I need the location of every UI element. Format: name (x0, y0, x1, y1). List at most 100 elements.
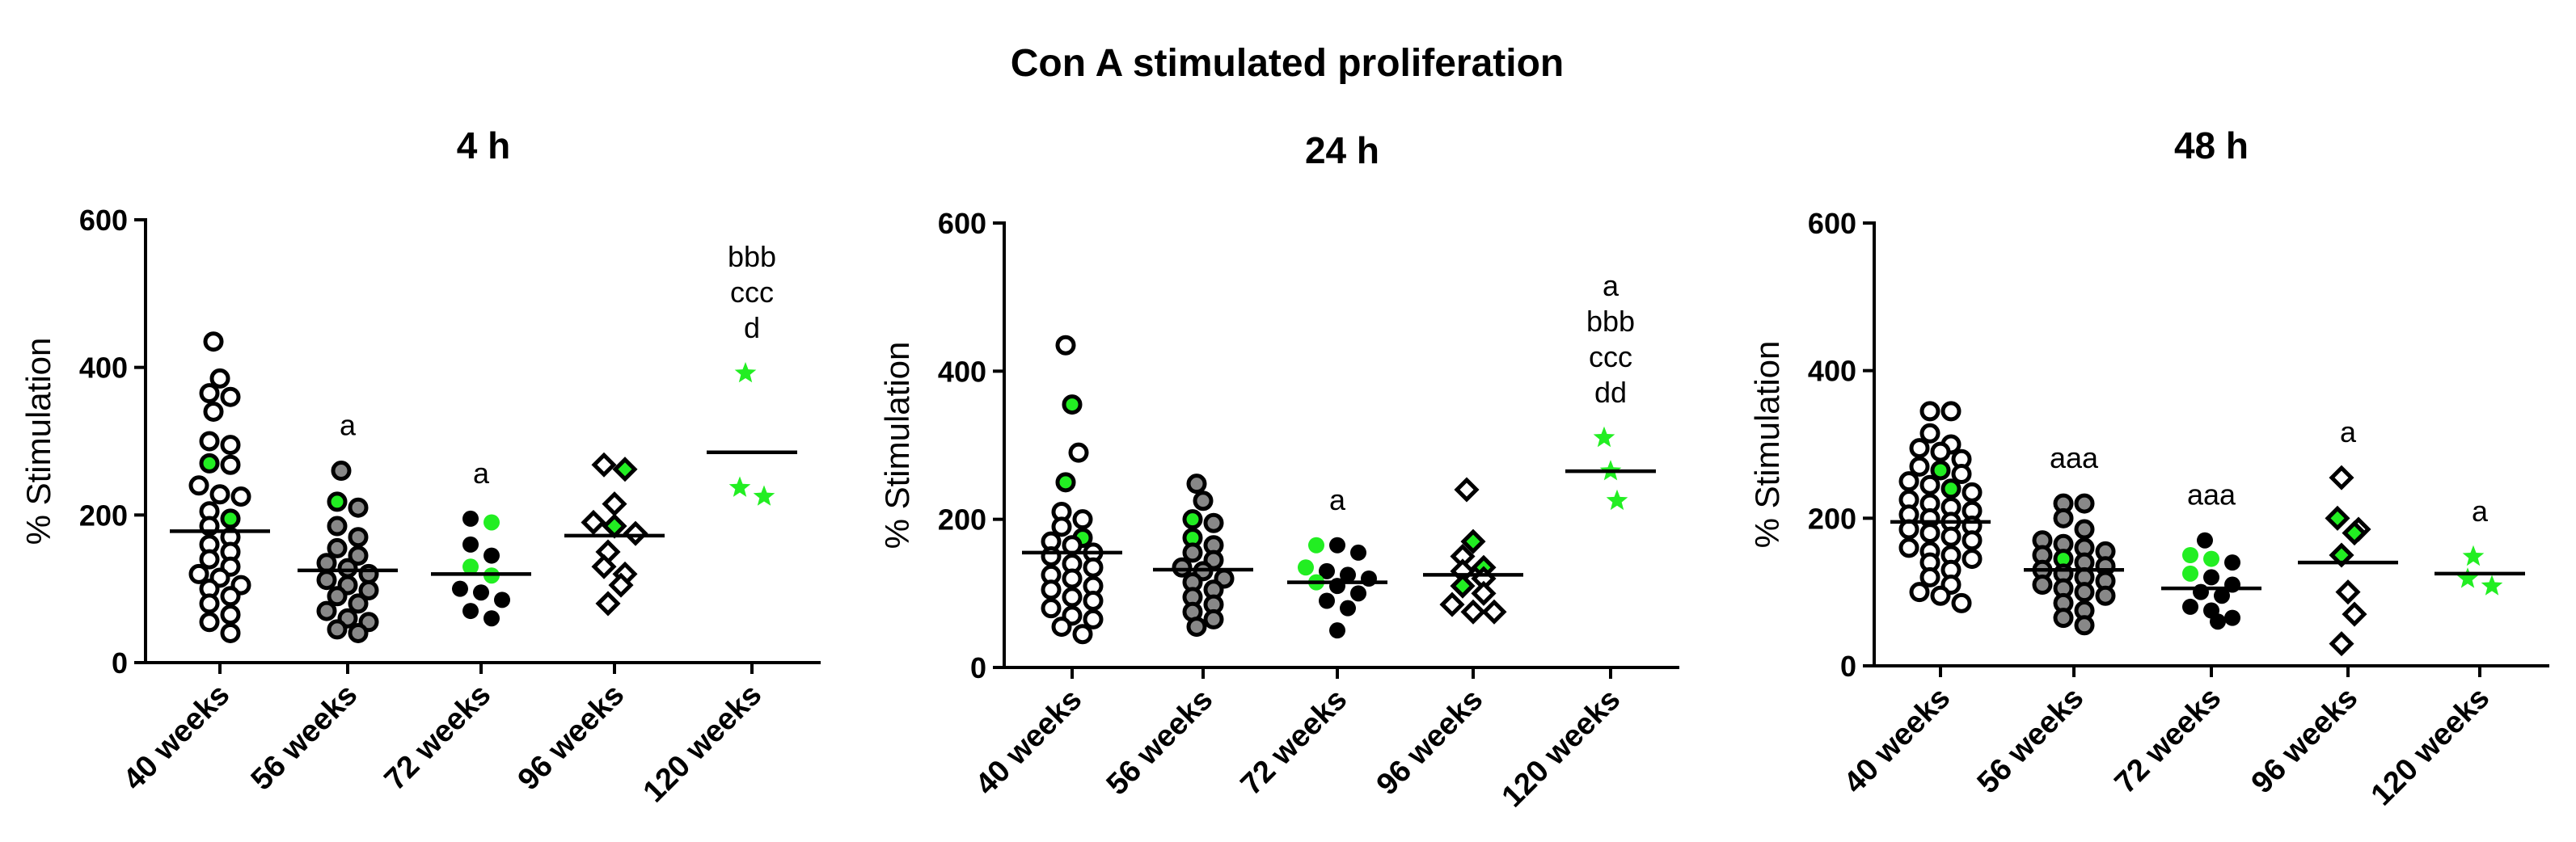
data-point-circle (220, 604, 241, 625)
data-point-circle (209, 484, 230, 505)
data-point-circle (348, 593, 369, 614)
data-point-circle (1940, 526, 1962, 547)
data-point-circle (494, 592, 510, 608)
significance-label: a (1329, 483, 1346, 516)
data-point-circle (1329, 578, 1345, 595)
data-point-circle (1940, 478, 1962, 499)
data-point-circle (220, 435, 241, 456)
data-point-circle (1919, 401, 1940, 422)
data-point-circle (1041, 546, 1062, 566)
data-point-circle (220, 386, 241, 407)
data-point-circle (1203, 608, 1224, 629)
significance-label: bbb (728, 240, 776, 273)
data-point-circle (199, 453, 220, 474)
data-point-circle (188, 563, 209, 584)
y-tick-label: 0 (1840, 650, 1856, 683)
data-point-diamond (1460, 599, 1486, 625)
data-point-circle (1329, 537, 1345, 554)
data-point-circle (327, 537, 348, 558)
x-tick-label: 72 weeks (1235, 683, 1354, 802)
panel-title: 48 h (2174, 124, 2249, 166)
significance-label: a (340, 409, 357, 442)
data-point-circle (1298, 559, 1314, 576)
data-point-diamond (1439, 592, 1465, 617)
data-point-circle (484, 514, 500, 531)
data-point-circle (331, 461, 352, 482)
data-point-circle (203, 331, 224, 352)
data-point-circle (1041, 579, 1062, 600)
chart-panel: 4 h % Stimulation 0 200 400 600 40 weeks 56 wee… (19, 124, 821, 809)
x-tick-label: 40 weeks (969, 683, 1089, 802)
data-point-circle (484, 547, 500, 564)
y-tick-label: 600 (79, 204, 128, 237)
data-point-circle (1962, 549, 1983, 570)
data-point-circle (473, 584, 489, 601)
y-tick-label: 400 (938, 355, 986, 388)
data-point-circle (1083, 557, 1104, 578)
data-point-star (2456, 567, 2479, 588)
data-point-circle (1940, 401, 1962, 422)
data-point-circle (199, 612, 220, 633)
data-point-circle (1041, 598, 1062, 619)
data-point-circle (327, 491, 348, 512)
significance-label: d (744, 311, 760, 344)
data-point-diamond (612, 457, 638, 482)
data-point-circle (1062, 587, 1083, 608)
data-point-diamond (591, 452, 617, 478)
y-tick-label: 0 (112, 646, 128, 680)
data-point-diamond (1471, 580, 1497, 606)
data-point-circle (327, 586, 348, 607)
data-point-circle (462, 558, 479, 575)
data-point-circle (2032, 575, 2053, 596)
data-point-circle (199, 549, 220, 570)
data-point-circle (220, 454, 241, 475)
data-point-circle (327, 619, 348, 640)
data-point-circle (2182, 547, 2198, 563)
data-point-circle (2053, 608, 2074, 629)
data-point-circle (1186, 474, 1207, 495)
x-tick-label: 56 weeks (245, 678, 365, 798)
data-point-star (2481, 575, 2503, 596)
data-point-circle (2074, 493, 2095, 514)
data-point-circle (2224, 554, 2240, 571)
y-axis-label: % Stimulation (19, 338, 57, 545)
data-point-circle (484, 610, 500, 627)
data-point-diamond (2329, 631, 2354, 657)
data-point-circle (452, 580, 468, 597)
significance-label: a (2340, 415, 2357, 448)
x-tick-label: 96 weeks (2245, 681, 2365, 801)
y-axis-label: % Stimulation (878, 342, 916, 549)
x-tick-label: 120 weeks (637, 678, 769, 810)
significance-label: a (473, 457, 490, 490)
data-point-circle (2224, 609, 2240, 626)
data-point-diamond (2342, 520, 2367, 546)
data-point-circle (348, 622, 369, 643)
data-point-star (728, 476, 751, 497)
x-tick-label: 56 weeks (1971, 681, 2091, 801)
data-point-circle (220, 622, 241, 643)
data-point-circle (1909, 438, 1930, 459)
data-point-circle (1930, 585, 1951, 606)
data-point-circle (462, 536, 479, 553)
data-point-circle (1072, 624, 1093, 645)
data-point-diamond (1450, 573, 1476, 599)
significance-label: a (1603, 269, 1620, 302)
data-point-diamond (1481, 599, 1507, 625)
x-tick-label: 40 weeks (117, 678, 237, 798)
data-point-circle (203, 401, 224, 422)
data-point-circle (2197, 532, 2213, 549)
chart-panel: 48 h % Stimulation 0 200 400 600 40 weeks 56 we… (1748, 124, 2549, 812)
data-point-circle (1182, 509, 1203, 530)
data-point-circle (1919, 423, 1940, 444)
significance-label: a (2472, 495, 2489, 528)
data-point-circle (2074, 582, 2095, 603)
data-point-circle (358, 579, 379, 600)
data-point-diamond (2325, 505, 2350, 531)
data-point-circle (1340, 566, 1356, 583)
data-point-circle (348, 545, 369, 566)
data-point-circle (1203, 512, 1224, 533)
data-point-circle (1340, 600, 1356, 617)
x-tick-label: 96 weeks (512, 678, 631, 798)
data-point-diamond (1454, 477, 1480, 503)
data-point-circle (199, 383, 220, 404)
